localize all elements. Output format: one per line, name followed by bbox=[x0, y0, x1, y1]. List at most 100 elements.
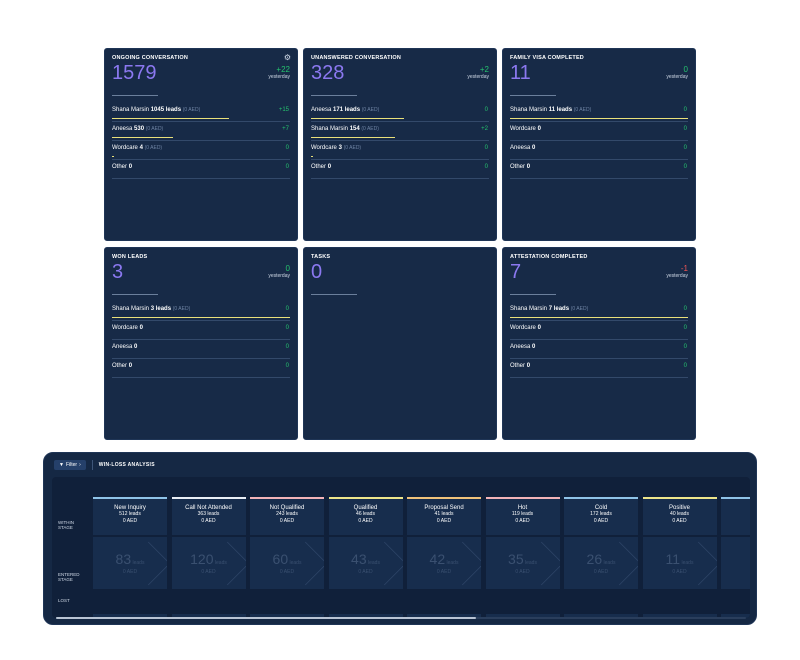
row-aed: (0 AED) bbox=[361, 126, 379, 132]
card-title: TASKS bbox=[311, 254, 331, 260]
breakdown-row[interactable]: Shana Marsin 1045 leads (0 AED) +15 bbox=[112, 104, 290, 122]
delta-value: 0 bbox=[683, 65, 688, 74]
row-delta: 0 bbox=[683, 363, 687, 369]
entered-count: 120 leads bbox=[190, 551, 227, 567]
row-name: Aneesa bbox=[510, 145, 531, 151]
stage-column[interactable]: Hot 119 leads 0 AED 35 leads 0 AED 1 lea… bbox=[485, 497, 560, 618]
stage-name: Cold bbox=[594, 505, 608, 511]
row-name: Shana Marsin bbox=[311, 126, 349, 132]
stage-column[interactable]: Proposal Send 41 leads 0 AED 42 leads 0 … bbox=[407, 497, 481, 618]
breakdown-row[interactable]: Aneesa 0 0 bbox=[510, 142, 688, 160]
chevron-right-icon bbox=[205, 541, 246, 586]
breakdown-row[interactable]: Wordcare 0 0 bbox=[112, 322, 290, 340]
win-loss-title: WIN-LOSS ANALYSIS bbox=[98, 462, 155, 468]
stage-aed: 0 AED bbox=[201, 518, 216, 524]
row-label: Shana Marsin 154 (0 AED) bbox=[311, 126, 379, 132]
chevron-right-icon: › bbox=[79, 462, 81, 468]
metric-card[interactable]: ATTESTATION COMPLETED 7 -1 yesterday Shan… bbox=[502, 247, 696, 440]
breakdown-row[interactable]: Aneesa 530 (0 AED) +7 bbox=[112, 123, 290, 141]
breakdown-row[interactable]: Other 0 0 bbox=[112, 161, 290, 179]
breakdown-row[interactable]: Aneesa 0 0 bbox=[112, 341, 290, 359]
stage-leads: 512 leads bbox=[119, 511, 141, 517]
metric-card[interactable]: TASKS 0 bbox=[303, 247, 497, 440]
stage-header: Attest bbox=[721, 499, 750, 535]
stage-leads: 119 leads bbox=[511, 511, 534, 517]
breakdown-row[interactable]: Other 0 0 bbox=[112, 360, 290, 378]
stage-header: Proposal Send 41 leads 0 AED bbox=[407, 499, 481, 535]
entered-aed: 0 AED bbox=[593, 569, 609, 575]
row-label: Wordcare 4 (0 AED) bbox=[112, 145, 162, 151]
stage-leads: 363 leads bbox=[197, 511, 220, 517]
row-label: Other 0 bbox=[311, 164, 331, 170]
row-label: Shana Marsin 7 leads (0 AED) bbox=[510, 306, 588, 312]
row-progress-bar bbox=[510, 316, 688, 318]
row-label: Wordcare 0 bbox=[510, 126, 541, 132]
stage-aed: 0 AED bbox=[436, 518, 452, 524]
stage-column[interactable]: Positive 40 leads 0 AED 11 leads 0 AED 2… bbox=[642, 497, 717, 618]
row-label: Other 0 bbox=[112, 363, 132, 369]
breakdown-row[interactable]: Shana Marsin 7 leads (0 AED) 0 bbox=[510, 303, 688, 321]
scrollbar-thumb[interactable] bbox=[56, 617, 476, 619]
stage-entered: 26 leads 0 AED bbox=[564, 537, 638, 589]
row-name: Other bbox=[112, 363, 128, 369]
card-delta: +2 yesterday bbox=[467, 66, 489, 81]
gear-icon[interactable]: ⚙ bbox=[283, 53, 291, 62]
row-name: Shana Marsin bbox=[112, 107, 150, 113]
stage-color-bar bbox=[642, 497, 717, 499]
row-delta: 0 bbox=[285, 306, 289, 312]
breakdown-row[interactable]: Shana Marsin 11 leads (0 AED) 0 bbox=[510, 104, 688, 122]
row-delta: +7 bbox=[282, 126, 289, 132]
win-loss-board[interactable]: WITHIN STAGE ENTERED STAGE LOST New Inqu… bbox=[52, 477, 750, 618]
stage-column[interactable]: Cold 172 leads 0 AED 26 leads 0 AED 0 le… bbox=[564, 497, 638, 618]
row-name: Shana Marsin bbox=[510, 306, 548, 312]
metric-card[interactable]: UNANSWERED CONVERSATION 328 +2 yesterday … bbox=[303, 48, 497, 241]
row-name: Other bbox=[311, 164, 327, 170]
breakdown-row[interactable]: Wordcare 3 (0 AED) 0 bbox=[311, 142, 489, 160]
entered-count: 43 leads bbox=[351, 551, 380, 567]
stage-leads: 40 leads bbox=[670, 511, 689, 517]
filter-button[interactable]: ▼ Filter › bbox=[54, 460, 86, 470]
delta-caption: yesterday bbox=[666, 74, 688, 80]
breakdown-row[interactable]: Aneesa 0 0 bbox=[510, 341, 688, 359]
metric-card[interactable]: ONGOING CONVERSATION ⚙ 1579 +22 yesterday … bbox=[104, 48, 298, 241]
delta-caption: yesterday bbox=[467, 74, 489, 80]
stage-leads: 41 leads bbox=[434, 511, 454, 517]
row-label: Shana Marsin 3 leads (0 AED) bbox=[112, 306, 190, 312]
breakdown-row[interactable]: Wordcare 0 0 bbox=[510, 322, 688, 340]
stage-header: New Inquiry 512 leads 0 AED bbox=[93, 499, 167, 535]
card-value: 7 bbox=[510, 261, 522, 283]
row-delta: 0 bbox=[285, 344, 289, 350]
breakdown-row[interactable]: Shana Marsin 154 (0 AED) +2 bbox=[311, 123, 489, 141]
row-name: Shana Marsin bbox=[510, 107, 548, 113]
row-label: Shana Marsin 1045 leads (0 AED) bbox=[112, 107, 200, 113]
metric-card[interactable]: WON LEADS 3 0 yesterday Shana Marsin 3 le… bbox=[104, 247, 298, 440]
stage-entered: 0 bbox=[721, 537, 750, 589]
stage-column[interactable]: Qualified 46 leads 0 AED 43 leads 0 AED … bbox=[328, 497, 403, 618]
card-delta: -1 yesterday bbox=[666, 265, 688, 280]
breakdown-row[interactable]: Other 0 0 bbox=[510, 360, 688, 378]
stage-column[interactable]: Not Qualified 243 leads 0 AED 60 leads 0… bbox=[250, 497, 324, 618]
stage-column[interactable]: Call Not Attended 363 leads 0 AED 120 le… bbox=[171, 497, 246, 618]
breakdown-row[interactable]: Aneesa 171 leads (0 AED) 0 bbox=[311, 104, 489, 122]
breakdown-row[interactable]: Shana Marsin 3 leads (0 AED) 0 bbox=[112, 303, 290, 321]
horizontal-scrollbar[interactable] bbox=[56, 617, 746, 619]
breakdown-row[interactable]: Wordcare 4 (0 AED) 0 bbox=[112, 142, 290, 160]
stage-column[interactable]: New Inquiry 512 leads 0 AED 83 leads 0 A… bbox=[93, 497, 167, 618]
entered-count: 35 leads bbox=[508, 551, 537, 567]
stage-lost: 0 l bbox=[721, 614, 750, 618]
card-title: UNANSWERED CONVERSATION bbox=[311, 55, 402, 61]
stage-color-bar bbox=[485, 497, 560, 499]
metric-card[interactable]: FAMILY VISA COMPLETED 11 0 yesterday Shan… bbox=[502, 48, 696, 241]
row-delta: 0 bbox=[683, 126, 687, 132]
stage-aed: 0 AED bbox=[593, 518, 609, 524]
row-name: Wordcare bbox=[112, 145, 138, 151]
breakdown-row[interactable]: Other 0 0 bbox=[510, 161, 688, 179]
breakdown-row[interactable]: Other 0 0 bbox=[311, 161, 489, 179]
stage-aed: 0 AED bbox=[122, 518, 138, 524]
entered-aed: 0 AED bbox=[672, 569, 687, 575]
stage-color-bar bbox=[721, 497, 750, 499]
breakdown-row[interactable]: Wordcare 0 0 bbox=[510, 123, 688, 141]
chevron-right-icon bbox=[126, 541, 167, 586]
entered-aed: 0 AED bbox=[279, 569, 295, 575]
stage-column[interactable]: Attest 0 0 l bbox=[721, 497, 750, 618]
